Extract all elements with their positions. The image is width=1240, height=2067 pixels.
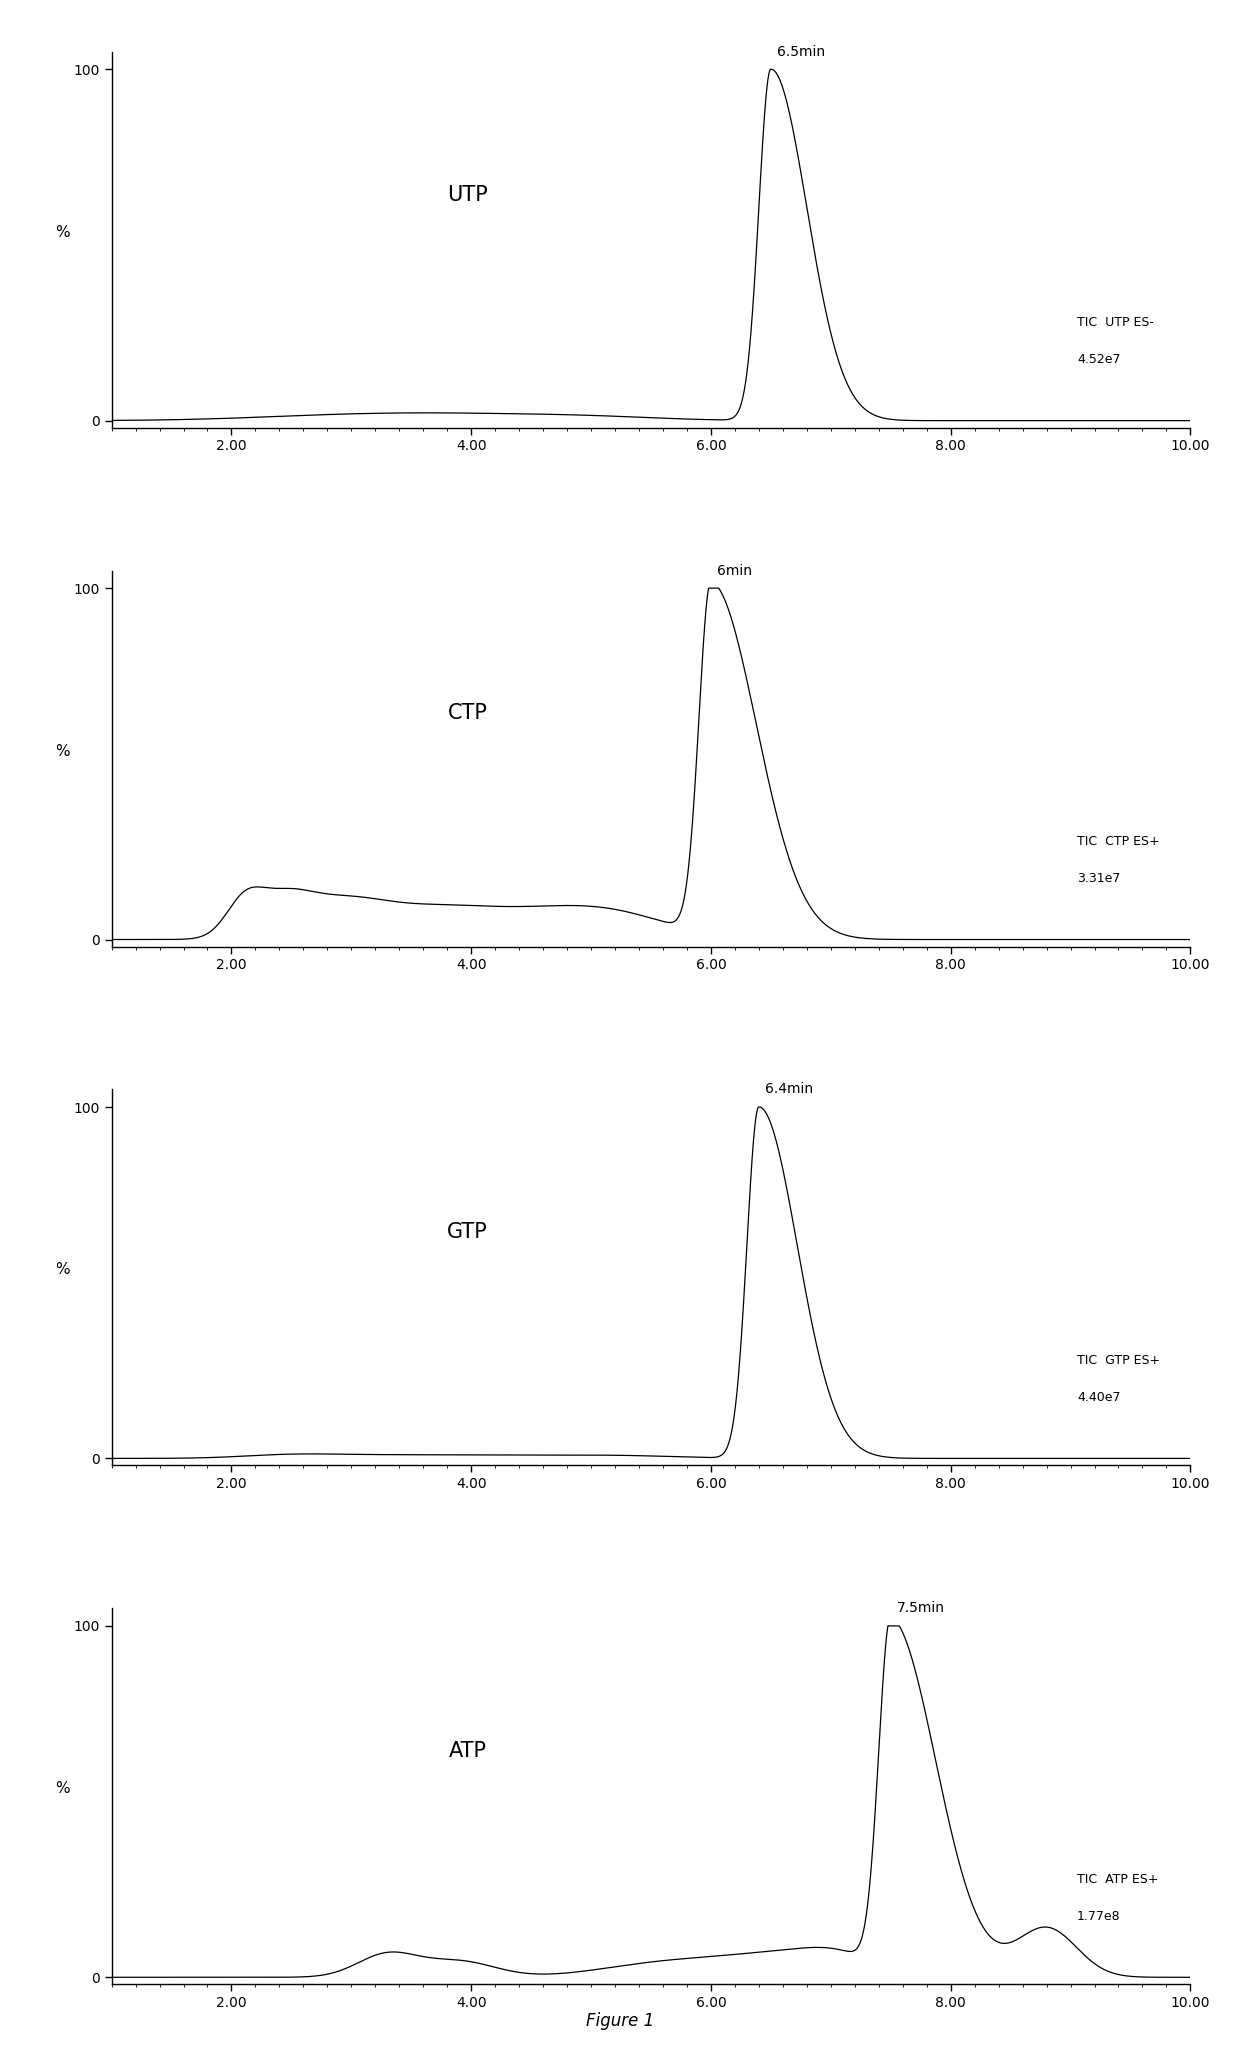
Y-axis label: %: % bbox=[55, 1263, 69, 1277]
Text: 6.5min: 6.5min bbox=[776, 45, 825, 58]
Text: 1.77e8: 1.77e8 bbox=[1078, 1910, 1121, 1922]
Text: 7.5min: 7.5min bbox=[897, 1602, 945, 1614]
Text: TIC  CTP ES+: TIC CTP ES+ bbox=[1078, 835, 1159, 847]
Text: 4.40e7: 4.40e7 bbox=[1078, 1391, 1121, 1403]
Text: GTP: GTP bbox=[448, 1222, 489, 1242]
Text: ATP: ATP bbox=[449, 1740, 486, 1761]
Y-axis label: %: % bbox=[55, 225, 69, 240]
Text: 3.31e7: 3.31e7 bbox=[1078, 872, 1121, 885]
Y-axis label: %: % bbox=[55, 744, 69, 759]
Text: 6.4min: 6.4min bbox=[765, 1083, 813, 1096]
Text: TIC  ATP ES+: TIC ATP ES+ bbox=[1078, 1873, 1158, 1885]
Text: CTP: CTP bbox=[448, 703, 487, 723]
Text: TIC  UTP ES-: TIC UTP ES- bbox=[1078, 316, 1154, 329]
Text: UTP: UTP bbox=[448, 184, 489, 205]
Text: 4.52e7: 4.52e7 bbox=[1078, 353, 1121, 366]
Text: TIC  GTP ES+: TIC GTP ES+ bbox=[1078, 1354, 1161, 1366]
Y-axis label: %: % bbox=[55, 1782, 69, 1796]
Text: 6min: 6min bbox=[717, 564, 751, 577]
Text: Figure 1: Figure 1 bbox=[585, 2011, 655, 2030]
